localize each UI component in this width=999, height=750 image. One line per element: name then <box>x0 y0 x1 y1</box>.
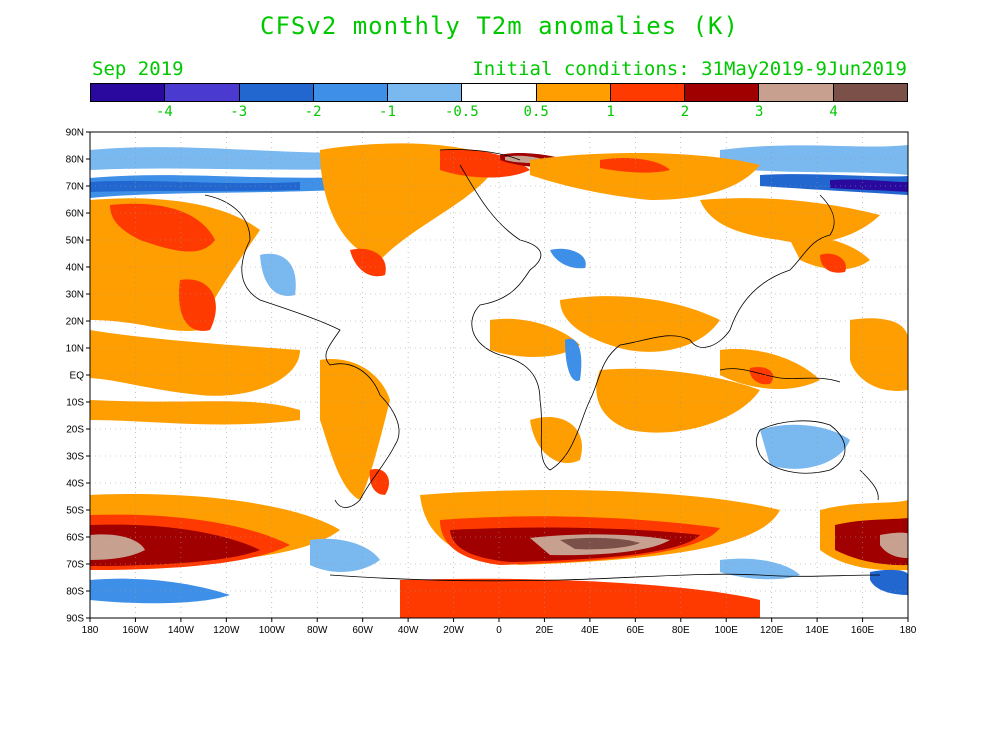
latitude-label: 90S <box>66 614 84 625</box>
latitude-label: 20S <box>66 425 84 436</box>
longitude-label: 100W <box>259 625 286 636</box>
colorbar-swatch <box>388 84 463 101</box>
colorbar-label: -3 <box>230 104 248 120</box>
longitude-label: 20E <box>536 625 554 636</box>
longitude-label: 160E <box>851 625 875 636</box>
latitude-label: 30N <box>66 290 84 301</box>
latitude-label: 50S <box>66 506 84 517</box>
latitude-label: 60S <box>66 533 84 544</box>
longitude-label: 160W <box>122 625 149 636</box>
colorbar-label: -4 <box>155 104 173 120</box>
latitude-label: 80N <box>66 155 84 166</box>
latitude-label: 40N <box>66 263 84 274</box>
colorbar-swatch <box>462 84 537 101</box>
initial-conditions-label: Initial conditions: 31May2019-9Jun2019 <box>472 58 907 80</box>
coastlines <box>204 149 881 582</box>
latitude-label: 80S <box>66 587 84 598</box>
colorbar-swatch <box>685 84 760 101</box>
longitude-label: 60W <box>352 625 373 636</box>
latitude-label: 10S <box>66 398 84 409</box>
colorbar-swatch <box>313 84 389 101</box>
colorbar-label: 0.5 <box>523 104 549 120</box>
latitude-labels: 90N 80N 70N 60N 50N 40N 30N 20N 10N EQ 10S 20S 30S 40… <box>66 128 85 625</box>
longitude-label: 60E <box>626 625 644 636</box>
colorbar-swatch <box>536 84 611 101</box>
valid-month-label: Sep 2019 <box>92 58 184 80</box>
colorbar-label: -0.5 <box>444 104 479 120</box>
longitude-label: 180 <box>900 625 917 636</box>
latitude-label: 70N <box>66 182 84 193</box>
longitude-label: 120W <box>213 625 240 636</box>
colorbar-label: 3 <box>755 104 764 120</box>
longitude-label: 40W <box>398 625 419 636</box>
colorbar-swatch <box>610 84 686 101</box>
latitude-label: 30S <box>66 452 84 463</box>
colorbar-swatch <box>833 84 907 101</box>
colorbar-label: -2 <box>304 104 322 120</box>
longitude-label: 0 <box>496 625 502 636</box>
longitude-label: 180 <box>82 625 99 636</box>
latitude-label: 60N <box>66 209 84 220</box>
colorbar-label: -1 <box>379 104 396 120</box>
gridlines <box>90 132 908 618</box>
map-title: CFSv2 monthly T2m anomalies (K) <box>260 12 739 40</box>
longitude-label: 140W <box>168 625 195 636</box>
colorbar-swatch <box>91 84 166 101</box>
latitude-label: 20N <box>66 317 84 328</box>
latitude-label: 90N <box>66 128 84 139</box>
latitude-label: 40S <box>66 479 84 490</box>
longitude-label: 20W <box>443 625 464 636</box>
axis-ticks <box>86 131 909 622</box>
colorbar <box>90 83 908 102</box>
latitude-label: EQ <box>70 371 85 382</box>
colorbar-label: 1 <box>606 104 615 120</box>
colorbar-labels: -4 -3 -2 -1 -0.5 0.5 1 2 3 4 <box>90 104 908 122</box>
latitude-label: 10N <box>66 344 84 355</box>
longitude-label: 40E <box>581 625 599 636</box>
latitude-label: 70S <box>66 560 84 571</box>
longitude-labels: 180 160W 140W 120W 100W 80W 60W 40W 20W 0 20E 40E 60… <box>82 625 917 636</box>
colorbar-label: 4 <box>829 104 838 120</box>
colorbar-swatch <box>239 84 314 101</box>
longitude-label: 120E <box>760 625 784 636</box>
latitude-label: 50N <box>66 236 84 247</box>
longitude-label: 80E <box>672 625 690 636</box>
colorbar-swatch <box>759 84 834 101</box>
longitude-label: 140E <box>805 625 829 636</box>
colorbar-label: 2 <box>680 104 690 120</box>
colorbar-swatch <box>165 84 240 101</box>
longitude-label: 80W <box>307 625 328 636</box>
longitude-label: 100E <box>715 625 739 636</box>
